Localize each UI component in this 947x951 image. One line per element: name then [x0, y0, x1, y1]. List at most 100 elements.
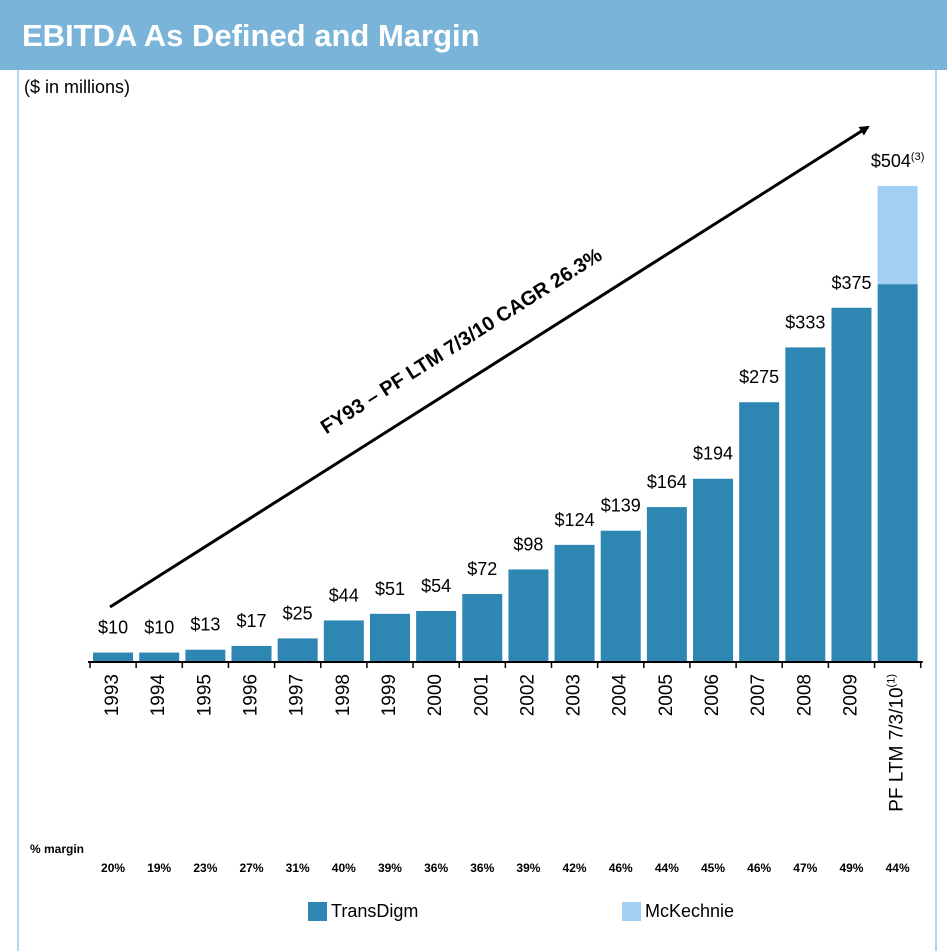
margin-label: 42%: [563, 861, 587, 875]
total-label: $25: [283, 603, 313, 623]
total-label-text: $333: [785, 312, 825, 332]
cagr-arrow: [109, 125, 870, 609]
x-tick-label-text: 1996: [241, 674, 262, 716]
chart-title: EBITDA As Defined and Margin: [22, 18, 480, 53]
bar-segment: [877, 284, 918, 662]
x-tick-label-text: 2004: [610, 674, 631, 717]
x-tick-label: 1997: [287, 674, 308, 716]
x-tick-label: 2006: [702, 674, 723, 716]
legend-label: TransDigm: [331, 901, 418, 921]
total-label: $164: [647, 472, 687, 492]
bar-segment: [877, 185, 918, 285]
margin-label: 44%: [655, 861, 679, 875]
margin-label: 46%: [609, 861, 633, 875]
x-tick-label: 2005: [656, 674, 677, 716]
margin-label: 46%: [747, 861, 771, 875]
bar-segment: [231, 645, 272, 662]
total-label-text: $504: [871, 151, 911, 171]
x-tick-label-note: (1): [886, 674, 898, 687]
total-label-text: $375: [831, 273, 871, 293]
subtitle: ($ in millions): [24, 77, 130, 97]
margin-label: 20%: [101, 861, 125, 875]
total-label: $139: [601, 495, 641, 515]
total-label-text: $139: [601, 495, 641, 515]
total-label-note: (3): [911, 151, 924, 163]
bar-segment: [277, 638, 318, 662]
legend-swatch: [622, 902, 641, 921]
bar-segment: [139, 652, 180, 662]
total-label: $194: [693, 443, 733, 463]
x-tick-label: 1996: [241, 674, 262, 716]
total-label: $13: [190, 614, 220, 634]
legend-swatch: [308, 902, 327, 921]
bar-segment: [693, 478, 734, 662]
total-label-text: $54: [421, 576, 451, 596]
bar-segment: [185, 649, 226, 662]
x-tick-label-text: 2007: [748, 674, 769, 716]
x-tick-label-text: 2008: [794, 674, 815, 716]
x-tick-label-text: 2003: [564, 674, 585, 716]
margin-label: 31%: [286, 861, 310, 875]
bar-segment: [554, 544, 595, 662]
margin-label: 36%: [424, 861, 448, 875]
total-label-text: $194: [693, 443, 733, 463]
margin-label: 39%: [378, 861, 402, 875]
margin-label: 27%: [240, 861, 264, 875]
header-bar: [0, 0, 947, 70]
x-tick-label: 2002: [517, 674, 538, 716]
margin-label: 40%: [332, 861, 356, 875]
margin-label: 19%: [147, 861, 171, 875]
total-label: $72: [467, 559, 497, 579]
margin-label: 49%: [839, 861, 863, 875]
x-tick-label: 2000: [425, 674, 446, 716]
margin-title: % margin: [30, 842, 84, 856]
total-label-text: $164: [647, 472, 687, 492]
total-label-text: $13: [190, 614, 220, 634]
bar-segment: [646, 507, 687, 662]
x-tick-label-text: 1995: [194, 674, 215, 716]
x-tick-label: 2003: [564, 674, 585, 716]
total-label: $375: [831, 273, 871, 293]
bar-segment: [323, 620, 364, 662]
total-label-text: $72: [467, 559, 497, 579]
x-tick-label-text: 2006: [702, 674, 723, 716]
legend-label: McKechnie: [645, 901, 734, 921]
margin-label: 23%: [193, 861, 217, 875]
x-tick-label-text: 2005: [656, 674, 677, 716]
bar-segment: [369, 613, 410, 662]
x-tick-label: PF LTM 7/3/10(1): [886, 674, 908, 812]
bar-segment: [93, 652, 134, 662]
x-tick-label-text: 1994: [148, 674, 169, 717]
total-label: $44: [329, 585, 359, 605]
margin-label: 36%: [470, 861, 494, 875]
total-label: $333: [785, 312, 825, 332]
total-label: $10: [98, 617, 128, 637]
margin-label: 45%: [701, 861, 725, 875]
total-label-text: $17: [237, 611, 267, 631]
total-label: $275: [739, 367, 779, 387]
total-label-text: $98: [513, 534, 543, 554]
total-label-text: $124: [555, 510, 595, 530]
total-label-text: $10: [98, 617, 128, 637]
total-label: $10: [144, 617, 174, 637]
margin-label: 39%: [516, 861, 540, 875]
x-tick-label-text: 1998: [333, 674, 354, 716]
margin-label: 44%: [886, 861, 910, 875]
total-label-text: $25: [283, 603, 313, 623]
total-label-text: $275: [739, 367, 779, 387]
x-tick-label-text: 1997: [287, 674, 308, 716]
bar-segment: [739, 402, 780, 662]
total-label: $124: [555, 510, 595, 530]
x-tick-label-text: 2002: [517, 674, 538, 716]
bar-segment: [831, 307, 872, 662]
x-tick-label: 2009: [840, 674, 861, 716]
total-label-text: $10: [144, 617, 174, 637]
x-tick-label-text: 2009: [840, 674, 861, 716]
bar-segment: [785, 347, 826, 662]
bar-segment: [508, 569, 549, 662]
x-tick-label: 1999: [379, 674, 400, 716]
x-tick-label: 2008: [794, 674, 815, 716]
x-tick-label: 1998: [333, 674, 354, 716]
bar-segment: [416, 610, 457, 662]
x-tick-label-text: 1999: [379, 674, 400, 716]
